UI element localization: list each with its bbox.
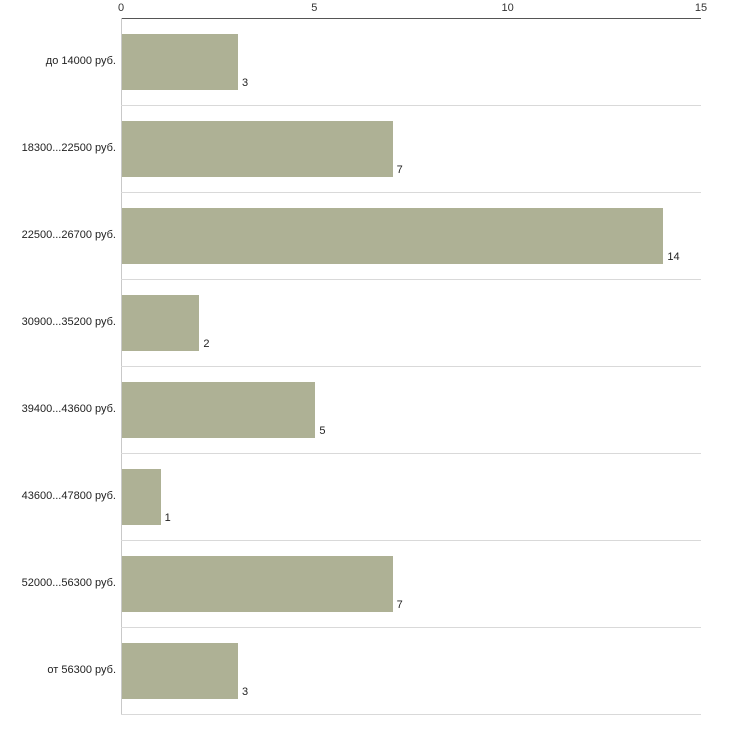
bar-value-label: 3 [242, 76, 249, 89]
table-row [0, 105, 730, 192]
table-row [0, 366, 730, 453]
row-separator [121, 453, 701, 454]
category-label: 43600...47800 руб. [21, 489, 116, 502]
bar-value-label: 2 [203, 337, 210, 350]
category-label: 30900...35200 руб. [21, 315, 116, 328]
bar [122, 120, 393, 177]
row-separator [121, 279, 701, 280]
row-separator [121, 627, 701, 628]
bar-value-label: 14 [667, 250, 680, 263]
table-row [0, 627, 730, 714]
bar [122, 294, 200, 351]
table-row [0, 453, 730, 540]
bar-value-label: 7 [396, 598, 403, 611]
x-tick-label: 15 [694, 2, 708, 14]
table-row [0, 279, 730, 366]
category-label: 39400...43600 руб. [21, 402, 116, 415]
row-separator [121, 105, 701, 106]
bar [122, 381, 316, 438]
category-label: 18300...22500 руб. [21, 141, 116, 154]
x-axis-line [121, 18, 701, 19]
bar-value-label: 5 [319, 424, 326, 437]
x-tick-label: 10 [501, 2, 514, 14]
bar [122, 642, 238, 699]
row-separator [121, 540, 701, 541]
x-tick-label: 5 [311, 2, 318, 14]
x-tick-label: 0 [117, 2, 125, 14]
category-label: от 56300 руб. [47, 663, 116, 676]
bar [122, 33, 238, 90]
bar-value-label: 1 [164, 511, 171, 524]
row-separator [121, 192, 701, 193]
table-row [0, 192, 730, 279]
category-label: 22500...26700 руб. [21, 228, 116, 241]
bar-value-label: 7 [396, 163, 403, 176]
category-label: до 14000 руб. [45, 54, 116, 67]
bar [122, 555, 393, 612]
category-label: 52000...56300 руб. [21, 576, 116, 589]
table-row [0, 540, 730, 627]
row-separator [121, 714, 701, 715]
table-row [0, 18, 730, 105]
row-separator [121, 366, 701, 367]
bar-value-label: 3 [242, 685, 249, 698]
bar [122, 468, 161, 525]
bar [122, 207, 664, 264]
